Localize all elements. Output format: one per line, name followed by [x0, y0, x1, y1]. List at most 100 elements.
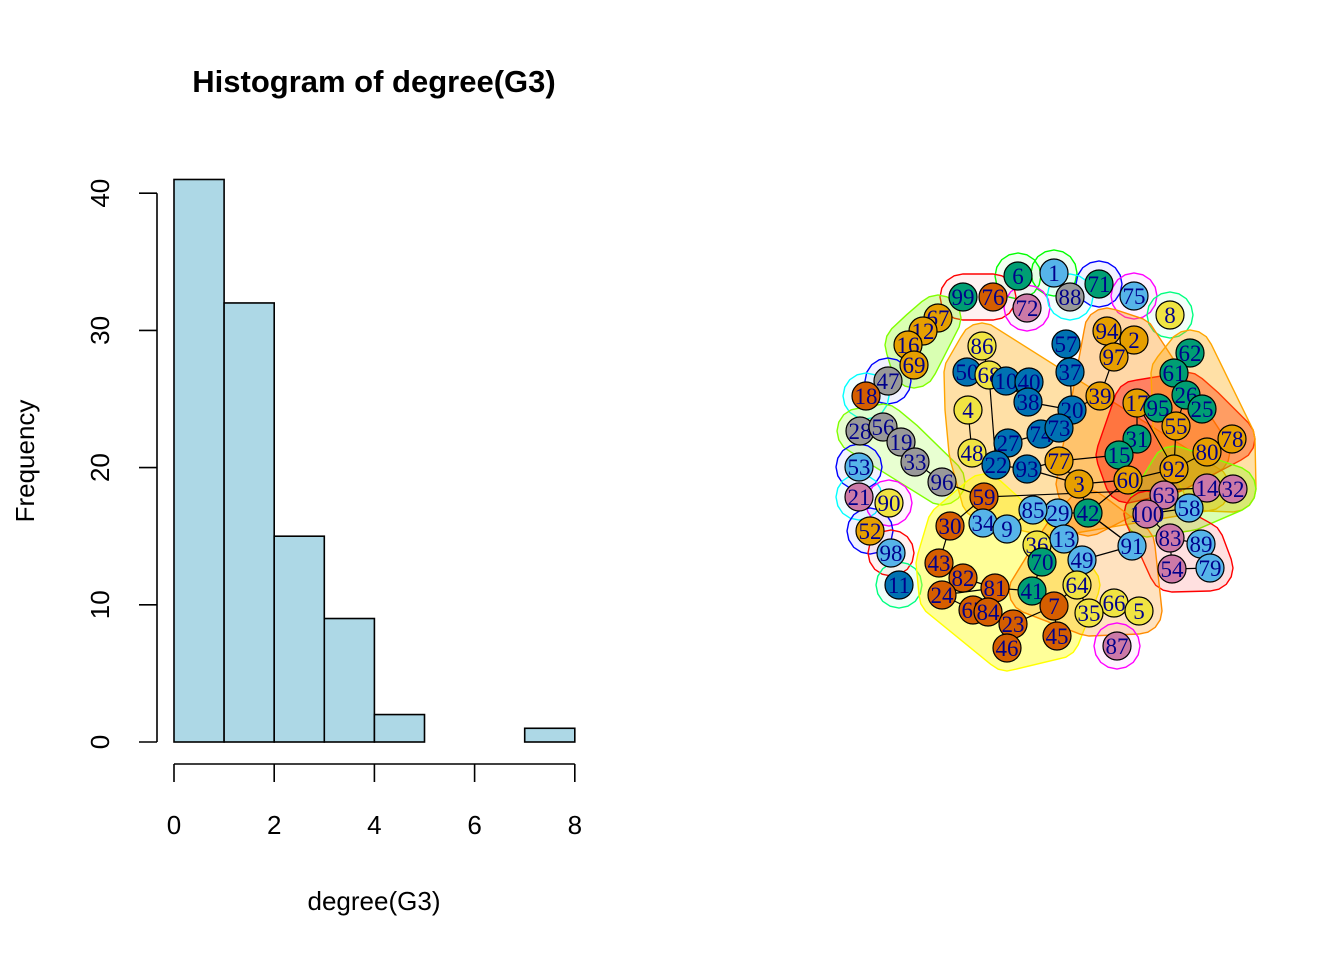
node-label: 58 — [1178, 496, 1201, 521]
network-node: 71 — [1084, 269, 1114, 299]
y-tick-label: 20 — [85, 453, 115, 482]
node-circle — [1217, 424, 1247, 454]
network-node: 49 — [1067, 545, 1097, 575]
node-label: 55 — [1165, 414, 1188, 439]
node-label: 91 — [1121, 534, 1144, 559]
y-tick-label: 0 — [85, 735, 115, 749]
node-label: 76 — [982, 285, 1005, 310]
node-circle — [851, 381, 881, 411]
node-circle — [1018, 495, 1048, 525]
node-circle — [1055, 282, 1085, 312]
node-label: 60 — [1117, 468, 1140, 493]
node-label: 42 — [1077, 501, 1100, 526]
network-node: 41 — [1017, 576, 1047, 606]
node-circle — [1085, 381, 1115, 411]
network-node: 91 — [1117, 531, 1147, 561]
node-label: 4 — [962, 398, 974, 423]
node-circle — [1187, 394, 1217, 424]
histogram-bar — [173, 178, 225, 743]
network-node: 11 — [884, 570, 914, 600]
node-label: 69 — [903, 353, 926, 378]
node-circle — [957, 438, 987, 468]
node-circle — [1174, 493, 1204, 523]
network-node: 83 — [1155, 523, 1185, 553]
node-label: 31 — [1126, 427, 1149, 452]
network-node: 85 — [1018, 495, 1048, 525]
node-circle — [1155, 523, 1185, 553]
network-node: 54 — [1157, 554, 1187, 584]
network-node: 22 — [981, 450, 1011, 480]
node-label: 9 — [1001, 517, 1013, 542]
node-label: 72 — [1016, 296, 1039, 321]
node-label: 63 — [1153, 483, 1176, 508]
node-label: 19 — [890, 430, 913, 455]
node-circle — [1124, 596, 1154, 626]
network-node: 10 — [991, 366, 1021, 396]
node-label: 30 — [939, 514, 962, 539]
network-node: 78 — [1217, 424, 1247, 454]
network-node: 18 — [851, 381, 881, 411]
node-circle — [935, 511, 965, 541]
node-label: 85 — [1022, 498, 1045, 523]
network-node: 96 — [927, 467, 957, 497]
network-node: 45 — [1042, 621, 1072, 651]
network-node: 64 — [1062, 570, 1092, 600]
network-node: 43 — [924, 548, 954, 578]
node-circle — [1102, 631, 1132, 661]
network-node: 50 — [952, 357, 982, 387]
node-circle — [1049, 524, 1079, 554]
node-circle — [981, 450, 1011, 480]
node-circle — [1084, 269, 1114, 299]
network-node: 3 — [1064, 469, 1094, 499]
node-label: 21 — [848, 485, 871, 510]
node-circle — [1161, 411, 1191, 441]
node-circle — [953, 395, 983, 425]
node-circle — [1074, 598, 1104, 628]
node-label: 61 — [1163, 361, 1186, 386]
node-circle — [1155, 300, 1185, 330]
network-node: 95 — [1143, 393, 1173, 423]
node-circle — [927, 580, 957, 610]
node-label: 98 — [880, 541, 903, 566]
node-label: 35 — [1078, 601, 1101, 626]
node-circle — [1012, 454, 1042, 484]
node-label: 38 — [1017, 390, 1040, 415]
network-node: 84 — [973, 597, 1003, 627]
x-tick-label: 2 — [267, 810, 281, 840]
network-node: 8 — [1155, 300, 1185, 330]
network-node: 48 — [957, 438, 987, 468]
node-label: 15 — [1108, 443, 1131, 468]
network-node: 57 — [1051, 329, 1081, 359]
node-label: 48 — [961, 441, 984, 466]
network-node: 63 — [1149, 480, 1179, 510]
node-label: 1 — [1048, 261, 1060, 286]
x-tick-label: 0 — [167, 810, 181, 840]
network-node: 37 — [1055, 357, 1085, 387]
node-circle — [1042, 621, 1072, 651]
histogram-bar — [373, 713, 426, 743]
node-circle — [1039, 258, 1069, 288]
node-label: 62 — [1179, 341, 1202, 366]
network-node: 92 — [1159, 454, 1189, 484]
node-circle — [1012, 293, 1042, 323]
node-circle — [1132, 499, 1162, 529]
node-label: 5 — [1133, 599, 1145, 624]
node-label: 87 — [1106, 634, 1129, 659]
node-label: 27 — [997, 431, 1020, 456]
network-node: 75 — [1119, 281, 1149, 311]
bars — [173, 178, 576, 743]
x-axis: 0 2 4 6 8 — [167, 763, 582, 840]
y-axis-label: Frequency — [10, 400, 40, 523]
y-tick-label: 10 — [85, 590, 115, 619]
network-node: 42 — [1073, 498, 1103, 528]
network-node: 4 — [953, 395, 983, 425]
node-circle — [1143, 393, 1173, 423]
network-node: 25 — [1187, 394, 1217, 424]
node-label: 89 — [1190, 532, 1213, 557]
network-node: 93 — [1012, 454, 1042, 484]
node-circle — [1192, 437, 1222, 467]
node-label: 18 — [855, 384, 878, 409]
node-label: 17 — [1126, 391, 1149, 416]
histogram-bar — [223, 302, 276, 743]
node-circle — [876, 538, 906, 568]
